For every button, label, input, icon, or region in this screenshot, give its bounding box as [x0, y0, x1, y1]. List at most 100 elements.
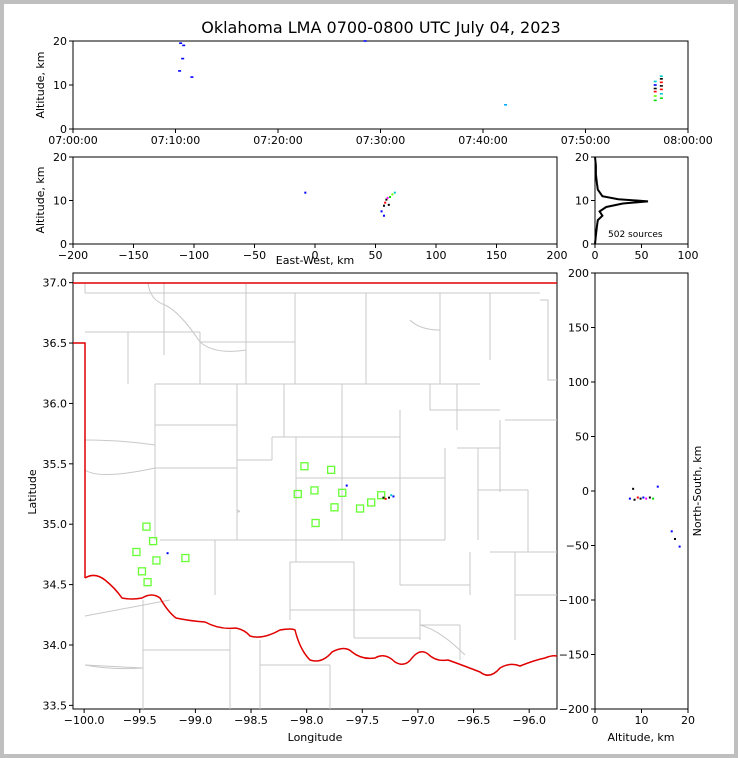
- lma-station-marker: [355, 504, 365, 513]
- ew-y-tick-label: 20: [53, 151, 67, 164]
- ew-source: [389, 196, 392, 199]
- time-alt-source: [659, 97, 663, 99]
- map-x-tick-label: −100.0: [64, 714, 105, 727]
- ew-source: [382, 204, 385, 207]
- lma-station-marker: [293, 489, 302, 499]
- lma-station-marker: [311, 518, 320, 528]
- map-y-tick-label: 37.0: [43, 277, 68, 290]
- hist-profile-line: [594, 156, 649, 245]
- map-state-border: [73, 282, 558, 676]
- time-alt-x-tick-label: 07:30:00: [356, 134, 405, 147]
- map-source: [166, 552, 169, 555]
- map-x-label: Longitude: [288, 731, 343, 744]
- map-y-tick-label: 35.0: [43, 518, 68, 531]
- time-alt-source: [181, 57, 185, 60]
- ew-source: [382, 214, 385, 217]
- ew-x-tick-label: 200: [547, 249, 568, 262]
- time-alt-source: [659, 93, 663, 95]
- ns-y-tick-label: −100: [559, 594, 589, 607]
- time-alt-source: [653, 87, 657, 90]
- lma-station-marker: [310, 486, 319, 495]
- lma-station-marker: [137, 567, 147, 576]
- ns-y-tick-label: −200: [559, 703, 589, 716]
- map-x-tick-label: −98.5: [234, 714, 268, 727]
- ns-source: [678, 545, 681, 548]
- time-alt-source: [659, 85, 663, 87]
- map-source: [390, 494, 393, 497]
- map-x-tick-label: −98.0: [290, 714, 324, 727]
- ns-y-tick-label: 200: [568, 267, 589, 280]
- time-alt-source: [653, 99, 657, 102]
- ew-source: [304, 191, 307, 194]
- time-alt-y-label: Altitude, km: [34, 51, 47, 118]
- ns-source: [633, 498, 636, 501]
- time-alt-x-tick-label: 07:00:00: [48, 134, 97, 147]
- lma-station-marker: [326, 465, 336, 475]
- map-source: [387, 496, 390, 499]
- ns-x-tick-label: 20: [681, 714, 695, 727]
- ns-source: [632, 487, 635, 490]
- time-alt-source: [179, 42, 183, 44]
- lma-station-marker: [377, 491, 386, 500]
- ew-x-tick-label: −100: [179, 249, 209, 262]
- map-x-tick-label: −97.0: [401, 714, 435, 727]
- time-alt-y-tick-label: 0: [60, 123, 67, 136]
- ew-source: [391, 193, 394, 196]
- ew-source: [385, 198, 388, 201]
- ns-y-label: North-South, km: [691, 446, 704, 537]
- ns-source: [628, 497, 631, 500]
- lma-station-marker: [330, 503, 339, 512]
- time-alt-x-tick-label: 08:00:00: [663, 134, 712, 147]
- time-alt-source: [659, 88, 663, 91]
- lma-station-marker: [181, 553, 190, 563]
- time-alt-source: [178, 70, 182, 72]
- time-alt-source: [653, 90, 657, 93]
- ew-source: [387, 203, 390, 206]
- map-y-tick-label: 33.5: [43, 699, 68, 712]
- ew-x-tick-label: −150: [118, 249, 148, 262]
- time-alt-x-tick-label: 07:10:00: [151, 134, 200, 147]
- ns-x-tick-label: 10: [635, 714, 649, 727]
- time-alt-x-tick-label: 07:20:00: [253, 134, 302, 147]
- map-y-tick-label: 34.5: [43, 579, 68, 592]
- ns-y-tick-label: 100: [568, 376, 589, 389]
- lma-station-marker: [143, 578, 152, 587]
- hist-y-tick-label: 10: [575, 195, 589, 208]
- ns-x-tick-label: 0: [592, 714, 599, 727]
- map-x-tick-label: −99.5: [123, 714, 157, 727]
- time-alt-source: [182, 44, 186, 47]
- lma-station-marker: [338, 488, 347, 497]
- ew-y-tick-label: 0: [60, 238, 67, 251]
- ns-source: [639, 497, 642, 500]
- ew-source: [386, 196, 389, 199]
- time-alt-x-tick-label: 07:50:00: [561, 134, 610, 147]
- north-south-panel: [594, 272, 689, 710]
- lma-station-marker: [148, 536, 158, 546]
- ns-source: [636, 496, 639, 499]
- lma-station-marker: [152, 556, 161, 565]
- map-source: [382, 496, 385, 499]
- map-x-tick-label: −99.0: [179, 714, 213, 727]
- map-x-tick-label: −97.5: [345, 714, 379, 727]
- time-alt-source: [653, 95, 657, 97]
- time-alt-source: [504, 104, 508, 106]
- map-panel: [72, 272, 558, 710]
- ew-x-tick-label: 50: [369, 249, 383, 262]
- ns-y-tick-label: 50: [575, 431, 589, 444]
- time-alt-source: [659, 81, 663, 84]
- ns-x-label: Altitude, km: [607, 731, 674, 744]
- time-alt-source: [363, 40, 367, 42]
- hist-x-tick-label: 100: [678, 249, 699, 262]
- ew-source: [380, 210, 383, 213]
- map-x-tick-label: −96.5: [457, 714, 491, 727]
- ns-source: [656, 485, 659, 488]
- hist-x-tick-label: 50: [635, 249, 649, 262]
- ew-x-tick-label: 0: [312, 249, 319, 262]
- ew-x-tick-label: −200: [58, 249, 88, 262]
- lma-station-marker: [300, 462, 309, 471]
- map-y-tick-label: 36.5: [43, 337, 68, 350]
- time-altitude-panel: [72, 40, 689, 130]
- ns-y-tick-label: 150: [568, 322, 589, 335]
- time-alt-source: [190, 76, 194, 78]
